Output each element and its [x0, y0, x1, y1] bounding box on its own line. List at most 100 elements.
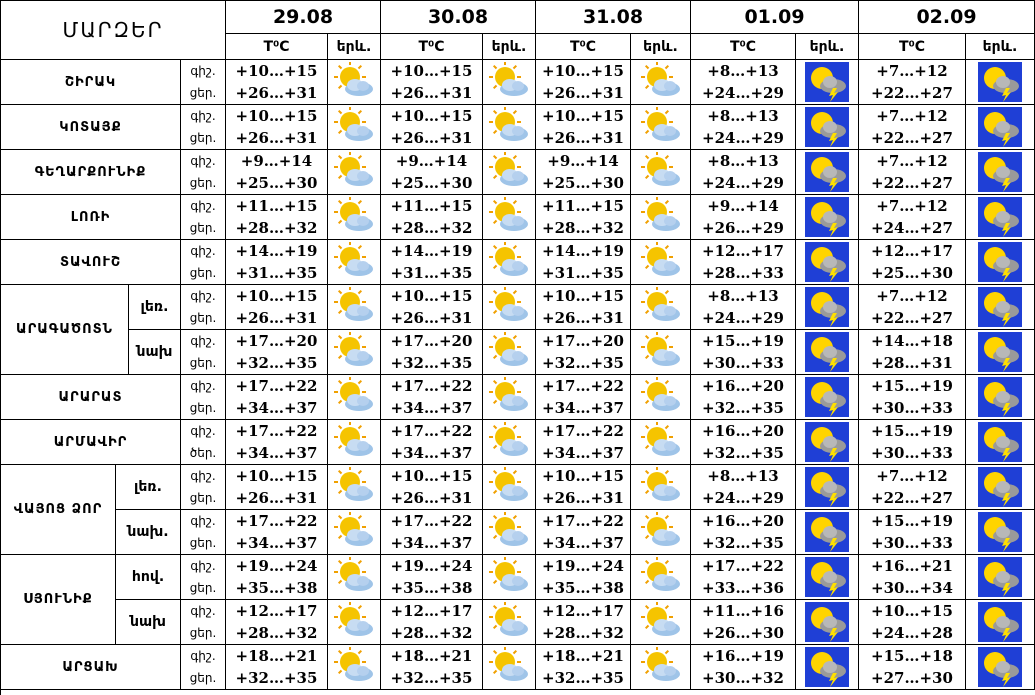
weather-icon [966, 285, 1035, 330]
temp-range: +11…+16 [702, 602, 784, 620]
weather-icon [483, 285, 536, 330]
temp-label: T⁰C [899, 38, 925, 55]
icon [334, 602, 373, 636]
temp-range: +31…+35 [542, 264, 624, 282]
temp-range: +30…+34 [871, 579, 953, 597]
temp-range: +17…+22 [390, 512, 473, 530]
temp-range: +10…+15 [235, 287, 318, 305]
temp-range: +32…+35 [390, 354, 473, 372]
icon [978, 62, 1022, 102]
weather-icon [631, 510, 691, 555]
weather-icon [328, 510, 381, 555]
subregion: հով. [116, 555, 181, 600]
temp-range: +22…+27 [871, 489, 953, 507]
temps: +8…+13 +24…+29 [691, 150, 796, 195]
weather-icon [796, 195, 859, 240]
temps: +17…+22 +34…+37 [226, 375, 328, 420]
temp-range: +10…+15 [542, 62, 624, 80]
period-label: ցեր. [189, 626, 217, 640]
period-label: ցեր. [189, 401, 217, 415]
temp-range: +19…+24 [542, 557, 624, 575]
period-label: գիշ. [190, 514, 216, 528]
icon [805, 422, 849, 462]
temp-range: +26…+31 [390, 489, 473, 507]
temp-range: +26…+31 [235, 489, 318, 507]
icon [489, 647, 528, 681]
icon [978, 332, 1022, 372]
temp-range: +16…+19 [702, 647, 784, 665]
temps: +18…+21 +32…+35 [536, 645, 631, 690]
icon [805, 62, 849, 102]
weather-icon [631, 465, 691, 510]
temp-range: +16…+20 [702, 377, 784, 395]
temps: +7…+12 +22…+27 [859, 105, 966, 150]
temp-range: +8…+13 [707, 62, 779, 80]
icon [978, 647, 1022, 687]
icon [334, 647, 373, 681]
region: ՎԱՅՈՑ ՁՈՐ [1, 465, 116, 555]
temp-range: +34…+37 [390, 534, 473, 552]
temp-range: +7…+12 [876, 287, 948, 305]
temp-range: +22…+27 [871, 129, 953, 147]
period-label: գիշ. [190, 109, 216, 123]
icon [978, 152, 1022, 192]
temp-range: +8…+13 [707, 467, 779, 485]
subregion: նախ [129, 330, 181, 375]
temp-range: +15…+19 [702, 332, 784, 350]
region-name: ԳԵՂԱՐՔՈՒՆԻՔ [34, 164, 147, 180]
weather-icon [328, 285, 381, 330]
temp-range: +14…+18 [871, 332, 953, 350]
temp-range: +28…+31 [871, 354, 953, 372]
temp-range: +12…+17 [542, 602, 624, 620]
temp-range: +26…+31 [235, 129, 318, 147]
region: ՏԱՎՈՒՇ [1, 240, 181, 285]
icon [805, 467, 849, 507]
weather-icon [796, 465, 859, 510]
icon [334, 287, 373, 321]
date-header: 02.09 [859, 1, 1035, 34]
icon [640, 377, 680, 411]
temp-range: +26…+31 [390, 84, 473, 102]
period-label: ցեր. [189, 266, 217, 280]
region: ՇԻՐԱԿ [1, 60, 181, 105]
icon-header: երև. [631, 34, 691, 60]
weather-icon [796, 150, 859, 195]
temp-range: +17…+22 [235, 422, 318, 440]
icon [489, 197, 528, 231]
temps: +10…+15 +26…+31 [226, 465, 328, 510]
period-labels: գիշ. ցեր. [181, 150, 226, 195]
weather-icon [966, 330, 1035, 375]
temps: +7…+12 +22…+27 [859, 465, 966, 510]
temp-range: +17…+20 [235, 332, 318, 350]
icon [489, 512, 528, 546]
temps: +17…+22 +34…+37 [381, 510, 483, 555]
temps: +15…+19 +30…+33 [859, 375, 966, 420]
temp-range: +10…+15 [390, 62, 473, 80]
temp-range: +16…+20 [702, 422, 784, 440]
icon [489, 152, 528, 186]
temp-range: +34…+37 [542, 444, 624, 462]
temp-range: +26…+31 [542, 129, 624, 147]
temp-range: +17…+22 [542, 377, 624, 395]
icon-label: երև. [809, 38, 845, 55]
weather-icon [796, 240, 859, 285]
weather-icon [483, 555, 536, 600]
temp-range: +12…+17 [235, 602, 318, 620]
weather-icon [328, 465, 381, 510]
period-labels: գիշ. ցեր. [181, 645, 226, 690]
weather-icon [796, 645, 859, 690]
weather-icon [796, 60, 859, 105]
icon [489, 377, 528, 411]
temp-range: +9…+14 [240, 152, 313, 170]
icon [334, 512, 373, 546]
temp-range: +25…+30 [542, 174, 624, 192]
temp-range: +32…+35 [235, 354, 318, 372]
temp-range: +18…+21 [235, 647, 318, 665]
temp-range: +22…+27 [871, 84, 953, 102]
date-header: 30.08 [381, 1, 536, 34]
period-label: ցեր. [189, 86, 217, 100]
temps: +10…+15 +26…+31 [536, 60, 631, 105]
temp-range: +14…+19 [542, 242, 624, 260]
icon-label: երև. [982, 38, 1018, 55]
